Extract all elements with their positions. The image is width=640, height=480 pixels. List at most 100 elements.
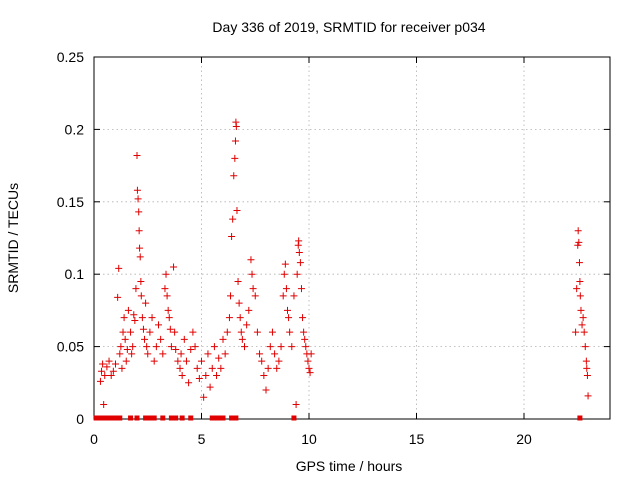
data-point [96,377,104,385]
data-point [293,270,301,278]
data-point [306,369,314,377]
data-point [204,350,212,358]
x-tick-label: 20 [516,431,532,447]
data-point [150,357,158,365]
data-point [258,357,266,365]
data-point [241,343,248,351]
y-tick-label: 0.15 [57,194,84,210]
data-point [225,314,233,322]
data-point [163,292,171,300]
data-point [112,360,119,368]
data-point [159,350,167,358]
data-point [232,123,240,131]
data-point [231,137,239,145]
data-point [305,364,313,372]
zero-flag-mark [108,415,114,421]
data-point [574,227,582,235]
data-point [217,364,225,372]
data-point [202,372,210,380]
data-point [182,357,190,365]
data-point [189,328,197,336]
data-point [229,215,237,223]
zero-flag-mark [291,415,297,421]
data-point [271,350,279,358]
data-point [128,350,136,358]
zero-flag-mark [577,415,583,421]
data-point [136,244,144,252]
data-point [144,350,152,358]
data-point [584,392,592,400]
data-point [249,285,257,293]
data-point [579,314,587,322]
data-point [120,314,128,322]
data-point [268,328,276,336]
data-point [296,259,304,267]
zero-flag-mark [128,415,134,421]
data-point [198,357,205,365]
data-point [281,260,289,268]
data-point [191,343,199,351]
zero-flag-mark [143,415,149,421]
data-point [577,306,585,314]
data-point [135,227,143,235]
zero-flag-mark [134,415,140,421]
data-point [284,306,291,314]
data-point [146,328,154,336]
zero-flag-mark [113,415,118,421]
data-point [581,343,589,351]
zero-flag-mark [151,415,157,421]
data-point [127,328,135,336]
data-point [234,277,242,285]
data-point [133,186,141,194]
data-point [282,285,290,293]
y-axis-label: SRMTID / TECUs [5,183,21,293]
data-point [223,328,231,336]
data-point [277,343,285,351]
data-point [103,363,111,371]
axis-ticks: 0 5 10 15 20 0 0.05 0.1 0.15 0.2 0.25 [57,49,610,447]
data-point [107,372,115,380]
data-point [115,264,123,272]
data-point [117,343,125,351]
data-point [290,292,298,300]
data-point [301,335,309,343]
data-point [243,321,251,329]
zero-flag-mark [147,415,153,421]
data-point [247,256,255,264]
data-point [583,364,591,372]
data-point [208,364,216,372]
data-point [162,270,170,278]
data-point [133,151,141,159]
data-point [170,263,178,271]
data-point [176,364,184,372]
data-point [300,328,308,336]
data-point [578,321,586,329]
zero-flag-mark [117,415,123,421]
data-point [129,343,137,351]
data-point [251,292,259,300]
data-point [138,314,146,322]
data-point [187,345,195,353]
zero-flag-mark [179,415,185,421]
zero-flag-mark [229,415,235,421]
data-point [572,328,580,336]
data-point [116,350,124,358]
zero-flags [93,415,583,421]
data-point [219,335,227,343]
data-point [299,314,307,322]
data-point [137,292,145,300]
data-point [295,248,303,256]
data-point [307,350,315,358]
data-point [193,364,201,372]
data-point [122,357,130,365]
data-point [141,335,149,343]
data-point [164,306,172,314]
data-point [295,237,303,245]
data-point [245,306,253,314]
data-point [262,386,270,394]
y-tick-label: 0.05 [57,339,84,355]
data-point [576,277,584,285]
data-point [248,270,256,278]
data-point [167,343,175,351]
